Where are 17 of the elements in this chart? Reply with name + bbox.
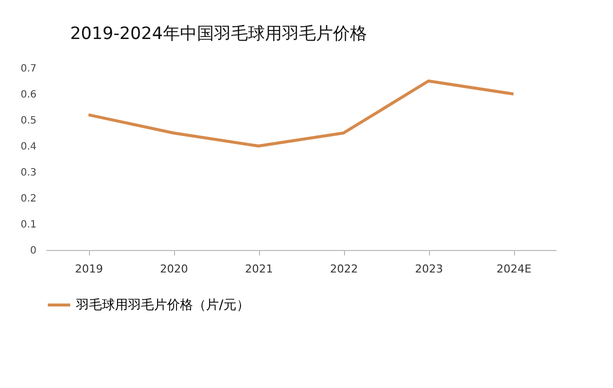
y-tick-label: 0.2 [20, 194, 36, 204]
y-tick-label: 0.3 [20, 168, 36, 178]
x-tick-label: 2020 [160, 262, 188, 276]
y-tick-label: 0.7 [20, 64, 36, 74]
x-tick-label: 2019 [75, 262, 103, 276]
y-tick-label: 0.1 [20, 220, 36, 230]
x-tick-label: 2021 [245, 262, 273, 276]
y-tick-label: 0.6 [20, 90, 36, 100]
chart-title: 2019-2024年中国羽毛球用羽毛片价格 [70, 24, 367, 44]
y-tick-label: 0.4 [20, 142, 36, 152]
legend-label: 羽毛球用羽毛片价格（片/元） [75, 298, 250, 313]
x-tick-label: 2024E [496, 262, 532, 276]
line-series [87, 80, 515, 148]
y-tick-label: 0 [30, 246, 36, 256]
y-tick-label: 0.5 [20, 116, 36, 126]
x-tick-label: 2022 [330, 262, 358, 276]
x-tick-label: 2023 [415, 262, 443, 276]
